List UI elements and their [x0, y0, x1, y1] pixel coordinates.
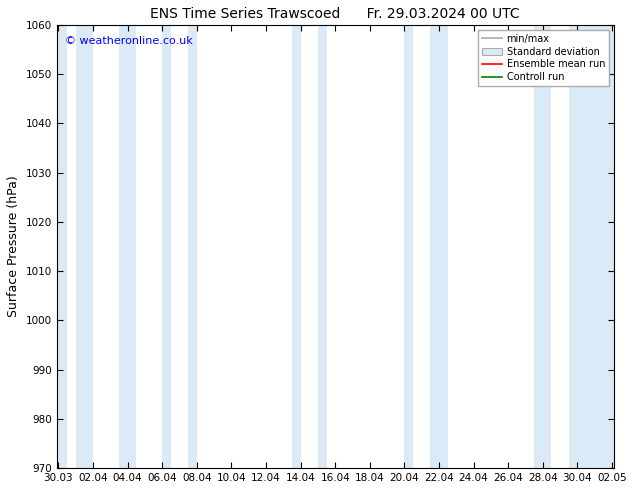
Y-axis label: Surface Pressure (hPa): Surface Pressure (hPa): [7, 176, 20, 318]
Bar: [188, 25, 197, 468]
Bar: [58, 25, 67, 468]
Legend: min/max, Standard deviation, Ensemble mean run, Controll run: min/max, Standard deviation, Ensemble me…: [478, 30, 609, 86]
Bar: [430, 25, 448, 468]
Bar: [318, 25, 327, 468]
Bar: [534, 25, 552, 468]
Bar: [404, 25, 413, 468]
Title: ENS Time Series Trawscoed      Fr. 29.03.2024 00 UTC: ENS Time Series Trawscoed Fr. 29.03.2024…: [150, 7, 520, 21]
Bar: [569, 25, 614, 468]
Text: © weatheronline.co.uk: © weatheronline.co.uk: [65, 36, 193, 46]
Bar: [119, 25, 136, 468]
Bar: [75, 25, 93, 468]
Bar: [162, 25, 171, 468]
Bar: [292, 25, 301, 468]
